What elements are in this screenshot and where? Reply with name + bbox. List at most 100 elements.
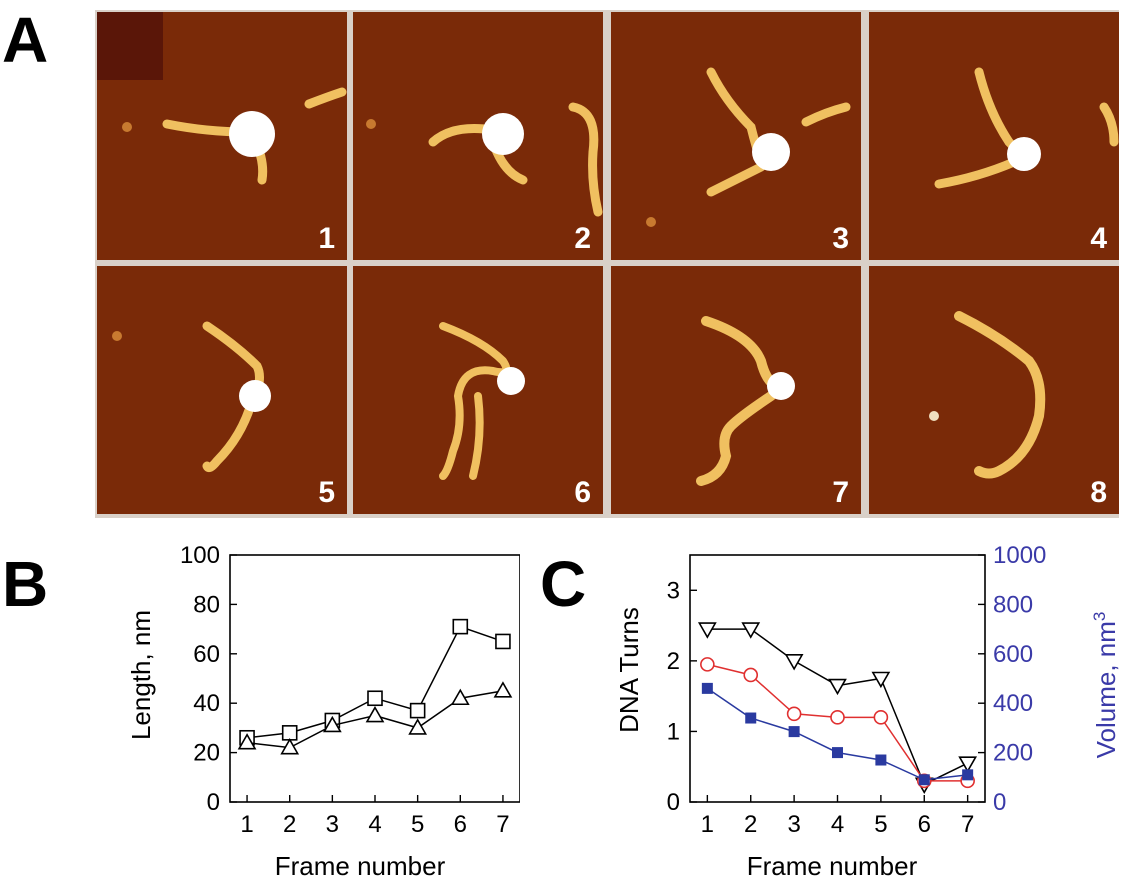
y-tick-label: 40: [193, 690, 220, 717]
data-point-filled-square: [832, 747, 843, 759]
data-point-filled-square: [875, 754, 887, 766]
x-tick-label: 3: [326, 811, 339, 838]
plot-frame: [689, 554, 986, 803]
x-tick-label: 4: [831, 811, 844, 838]
data-point-down-triangle: [741, 622, 761, 639]
afm-frame-4: 4: [869, 12, 1119, 260]
x-tick-label: 1: [701, 811, 714, 838]
afm-frame-image: [869, 12, 1119, 260]
y-tick-label: 100: [180, 542, 220, 569]
data-point-square: [409, 702, 426, 719]
afm-frame-5: 5: [97, 266, 347, 514]
x-tick-label: 4: [368, 811, 381, 838]
afm-frame-image: [611, 12, 861, 260]
y-tick-label: 1: [667, 718, 680, 745]
y2-tick-label: 800: [993, 591, 1033, 618]
data-point-square: [495, 633, 511, 650]
data-point-filled-square: [745, 712, 757, 724]
x-tick-label: 6: [454, 811, 467, 838]
y-tick-label: 60: [193, 641, 220, 668]
data-point-triangle: [408, 718, 428, 735]
data-point-triangle: [322, 715, 342, 733]
afm-frame-image: [353, 12, 603, 260]
y2-tick-label: 0: [993, 789, 1006, 816]
y-tick-label: 80: [193, 591, 220, 618]
plot-frame: [229, 554, 520, 803]
chart-c-y2label: Volume, nm3: [1090, 612, 1121, 759]
afm-frame-image: [611, 266, 861, 514]
data-point-triangle: [493, 681, 513, 698]
data-point-down-triangle: [784, 654, 804, 671]
afm-frame-2: 2: [353, 12, 603, 260]
x-tick-label: 5: [411, 811, 424, 838]
afm-frame-image: [869, 266, 1119, 514]
frame-number: 6: [574, 476, 591, 509]
afm-frame-image: [97, 12, 347, 260]
chart-b-marks: [237, 618, 513, 755]
data-point-circle: [830, 710, 845, 725]
y-tick-label: 3: [667, 577, 680, 604]
y-tick-label: 0: [207, 789, 220, 816]
frame-number: 2: [574, 222, 591, 255]
data-point-down-triangle: [697, 622, 717, 639]
frame-number: 3: [832, 222, 849, 255]
afm-frame-6: 6: [353, 266, 603, 514]
data-point-circle: [743, 667, 759, 683]
x-tick-label: 5: [874, 811, 887, 838]
afm-frame-8: 8: [869, 266, 1119, 514]
data-point-filled-square: [701, 682, 713, 694]
y2-tick-label: 1000: [993, 542, 1046, 569]
data-point-circle: [786, 706, 802, 722]
chart-b: 1 2 3 4 5 6 7 0 20 40 60 80 100 Frame number Length,…: [126, 542, 520, 881]
frame-number: 4: [1090, 222, 1107, 255]
series-line: [707, 628, 968, 786]
y-tick-label: 20: [193, 740, 220, 767]
chart-c-marks: [697, 622, 978, 794]
afm-frame-image: [353, 266, 603, 514]
frame-number: 1: [318, 222, 335, 255]
data-point-circle: [873, 710, 889, 725]
frame-number: 7: [832, 476, 849, 509]
chart-c-ylabel: DNA Turns: [614, 607, 644, 733]
data-point-down-triangle: [958, 756, 978, 773]
y2-tick-label: 200: [993, 740, 1033, 767]
data-point-triangle: [237, 733, 257, 750]
data-point-circle: [700, 657, 715, 672]
data-point-filled-square: [918, 774, 930, 786]
panel-label-c: C: [540, 548, 587, 620]
frame-number: 5: [318, 476, 335, 509]
x-tick-label: 2: [744, 811, 757, 838]
x-tick-label: 3: [787, 811, 800, 838]
afm-frame-7: 7: [611, 266, 861, 514]
data-point-square: [367, 690, 383, 707]
data-point-triangle: [450, 688, 470, 706]
series-line: [706, 687, 968, 781]
data-point-filled-square: [962, 769, 974, 781]
frame-number: 8: [1090, 476, 1107, 509]
afm-frame-1: 1: [97, 12, 347, 260]
data-point-triangle: [365, 705, 385, 723]
data-point-square: [452, 618, 469, 635]
data-point-triangle: [280, 738, 300, 755]
afm-frame-image: [97, 266, 347, 514]
chart-b-ylabel: Length, nm: [126, 610, 156, 740]
data-point-down-triangle: [871, 671, 891, 689]
y2-tick-label: 400: [993, 690, 1033, 717]
x-tick-label: 7: [961, 811, 974, 838]
afm-image-grid: 1 2 3 4 5: [95, 10, 1119, 518]
data-point-square: [281, 725, 298, 741]
panel-label-b: B: [2, 548, 49, 620]
chart-b-xlabel: Frame number: [275, 851, 446, 881]
data-point-filled-square: [788, 726, 800, 738]
y2-tick-label: 600: [993, 641, 1033, 668]
x-tick-label: 6: [918, 811, 931, 838]
y-tick-label: 2: [667, 648, 680, 675]
y-tick-label: 0: [667, 789, 680, 816]
chart-c-xlabel: Frame number: [747, 851, 918, 881]
x-tick-label: 7: [496, 811, 509, 838]
panel-label-a: A: [2, 4, 49, 76]
x-tick-label: 2: [283, 811, 296, 838]
data-point-down-triangle: [828, 678, 847, 696]
